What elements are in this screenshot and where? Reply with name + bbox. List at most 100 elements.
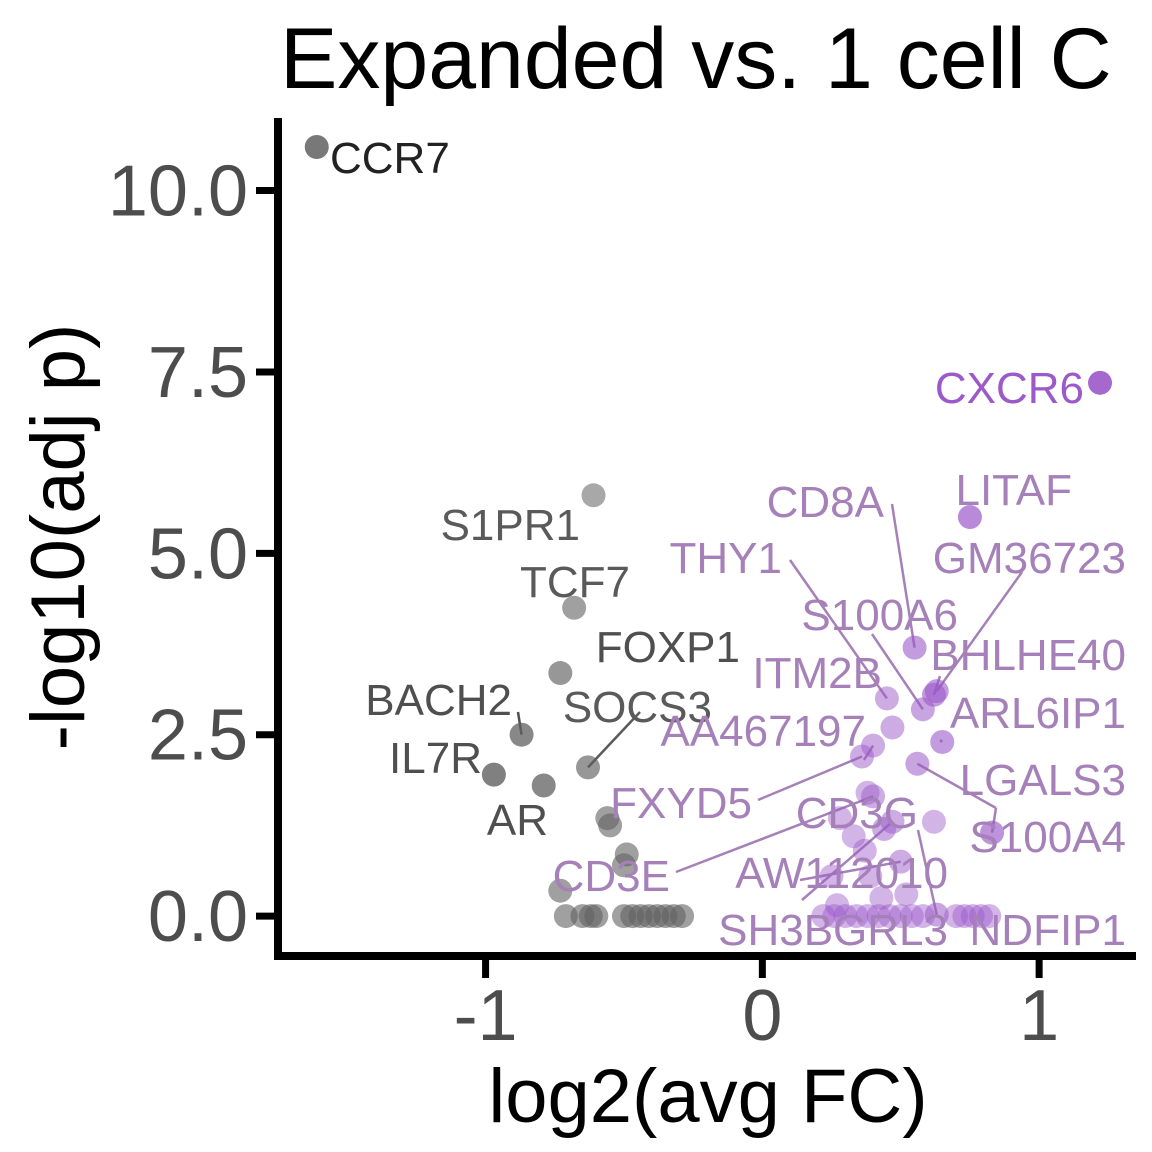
data-point [921,809,946,834]
data-point-lgals3 [905,751,930,776]
data-point [899,904,924,929]
data-point [952,904,977,929]
y-tick-label: 0.0 [148,877,248,957]
gene-label-cd3g: CD3G [796,789,918,838]
gene-label-ndfip1: NDFIP1 [970,906,1126,955]
label-connector [799,860,901,882]
data-point [969,904,994,929]
data-point [819,864,844,889]
data-point-cxcr6 [1088,370,1113,395]
gene-label-s1pr1: S1PR1 [441,501,580,550]
data-point-litaf [957,505,982,530]
gene-label-socs3: SOCS3 [563,683,712,732]
data-point [888,904,913,929]
data-point-aw112010 [888,849,913,874]
data-point [855,904,880,929]
data-point [841,824,866,849]
gene-label-gm36723: GM36723 [933,534,1126,583]
data-point-itm2b [880,715,905,740]
data-point-arl6ip1 [930,729,955,754]
gene-label-cd8a: CD8A [767,478,885,527]
label-connector [916,762,997,810]
x-tick-label: 0 [742,976,782,1056]
gene-label-s100a4: S100A4 [969,813,1126,862]
data-point-ar [531,773,556,798]
x-tick-label: -1 [454,976,518,1056]
data-point [553,904,578,929]
data-point [858,864,883,889]
data-point-bach2 [509,722,534,747]
gene-label-fxyd5: FXYD5 [610,779,752,828]
gene-label-tcf7: TCF7 [520,558,630,607]
data-point-ndfip1 [924,902,949,927]
data-point [866,904,891,929]
data-point-bhlhe40 [921,682,946,707]
data-point-foxp1 [548,661,573,686]
gene-label-cd3e: CD3E [553,852,670,901]
gene-label-ccr7: CCR7 [330,134,450,183]
data-point-ccr7 [304,135,329,160]
data-point [822,904,847,929]
gene-label-lgals3: LGALS3 [960,756,1126,805]
y-axis-title: -log10(adj p) [16,324,101,751]
data-point-s100a4 [980,820,1005,845]
data-point [548,878,573,903]
gene-label-foxp1: FOXP1 [596,623,740,672]
y-tick-label: 7.5 [148,333,248,413]
data-point [977,904,1002,929]
data-point-tcf7 [562,595,587,620]
label-connector [916,829,938,915]
data-point [811,904,836,929]
data-point-s1pr1 [581,483,606,508]
data-point [844,904,869,929]
label-connector [675,795,874,874]
data-point [584,904,609,929]
data-point-thy1 [874,686,899,711]
data-point [869,885,894,910]
data-point [960,904,985,929]
gene-label-cxcr6: CXCR6 [935,364,1084,413]
data-point [827,806,852,831]
data-point [611,853,636,878]
gene-label-aa467197: AA467197 [660,707,866,756]
data-point [894,882,919,907]
data-point-cd3e [861,784,886,809]
data-points [304,135,1113,929]
gene-label-il7r: IL7R [389,734,482,783]
y-axis: 0.0 2.5 5.0 7.5 10.0 [108,118,282,957]
data-point [852,838,877,863]
gene-label-arl6ip1: ARL6IP1 [950,689,1126,738]
data-point [944,904,969,929]
gene-label-litaf: LITAF [955,466,1072,515]
gene-label-aw112010: AW112010 [735,849,948,898]
y-tick-label: 5.0 [148,514,248,594]
gene-label-s100a6: S100A6 [801,591,958,640]
data-point [877,904,902,929]
gene-label-ar: AR [487,796,548,845]
x-axis-title: log2(avg FC) [488,1054,927,1139]
data-point-sh3bgrl3 [880,809,905,834]
gene-label-bach2: BACH2 [365,676,512,725]
y-tick-label: 10.0 [108,152,248,232]
x-axis: -1 0 1 [274,952,1136,1056]
label-connector [587,711,641,769]
data-point [595,806,620,831]
label-connector [870,633,924,711]
data-point-cd8a [902,635,927,660]
label-connector [788,559,888,700]
y-tick-label: 2.5 [148,696,248,776]
data-point-socs3 [575,755,600,780]
label-connector [757,755,863,802]
chart-title: Expanded vs. 1 cell C [280,11,1112,107]
label-connectors [516,503,1024,915]
x-tick-label: 1 [1019,976,1059,1056]
data-point-fxyd5 [849,744,874,769]
label-connector [935,571,1024,692]
data-point [670,904,695,929]
data-point [825,893,850,918]
data-point-il7r [481,762,506,787]
label-connector [890,503,916,648]
data-point [833,904,858,929]
